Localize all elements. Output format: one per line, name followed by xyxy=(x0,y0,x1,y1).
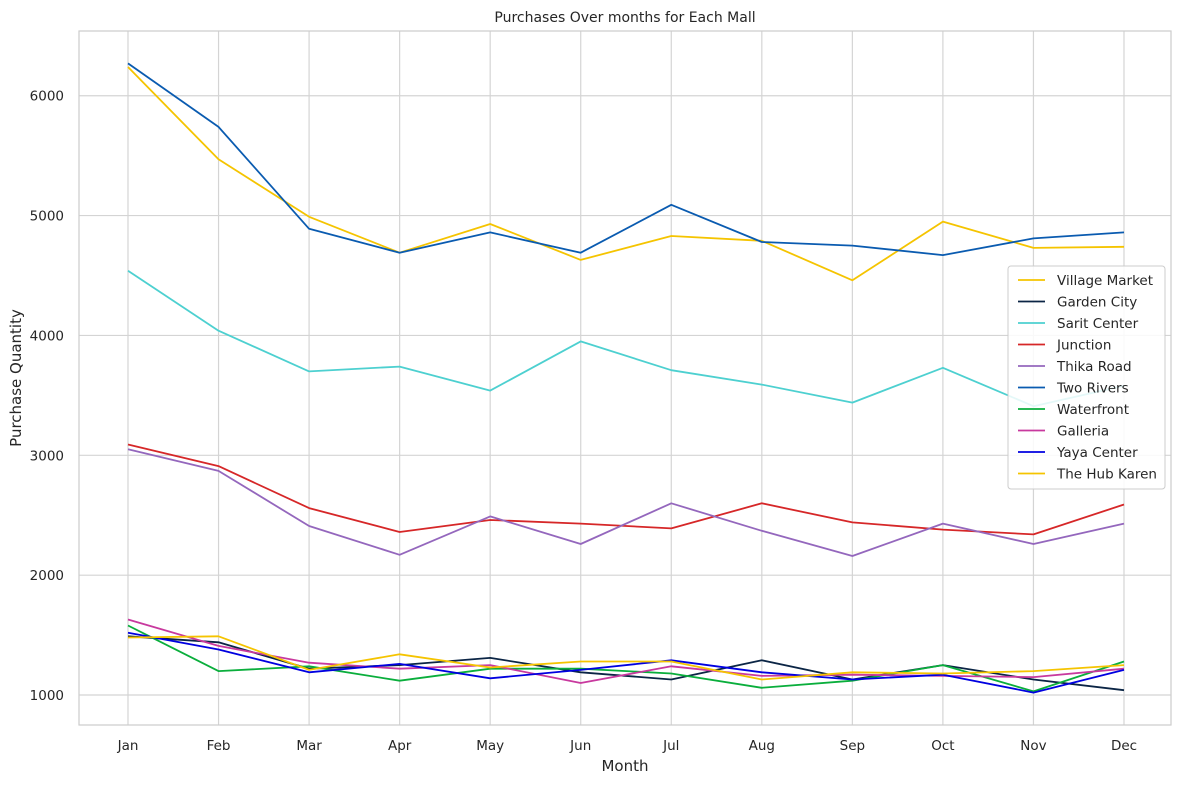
legend-box xyxy=(1007,265,1166,490)
legend: Village Market Garden City Sarit Center Jun… xyxy=(1007,265,1166,490)
x-axis-label: Month xyxy=(601,757,648,775)
chart-title: Purchases Over months for Each Mall xyxy=(494,10,755,26)
legend-label: Garden City xyxy=(1057,295,1137,311)
legend-item-two-rivers: Two Rivers xyxy=(1018,381,1129,397)
legend-item-junction: Junction xyxy=(1018,338,1111,354)
x-tick-label: Sep xyxy=(840,738,865,754)
series-layer xyxy=(127,62,1125,694)
legend-label: Junction xyxy=(1056,338,1111,354)
series-line-the-hub-karen xyxy=(127,635,1125,681)
x-tick-label: Jun xyxy=(569,738,591,754)
legend-label: Village Market xyxy=(1057,273,1153,289)
x-tick-label: Dec xyxy=(1111,738,1137,754)
legend-label: Galleria xyxy=(1057,424,1109,440)
y-tick-label: 4000 xyxy=(30,328,64,344)
plot-frame xyxy=(78,30,1172,726)
y-tick-label: 2000 xyxy=(30,568,64,584)
legend-item-garden-city: Garden City xyxy=(1018,295,1137,311)
legend-label: Two Rivers xyxy=(1056,381,1129,397)
legend-items: Village Market Garden City Sarit Center Jun… xyxy=(1018,273,1157,483)
x-tick-label: Jan xyxy=(117,738,139,754)
series-line-junction xyxy=(127,443,1125,536)
y-tick-label: 6000 xyxy=(30,89,64,105)
y-tick-label: 5000 xyxy=(30,209,64,225)
legend-label: Thika Road xyxy=(1056,359,1132,375)
legend-label: Yaya Center xyxy=(1056,445,1138,461)
series-line-garden-city xyxy=(127,635,1125,692)
x-tick-label: Jul xyxy=(662,738,679,754)
x-tick-label: Aug xyxy=(749,738,775,754)
legend-item-sarit-center: Sarit Center xyxy=(1018,316,1139,332)
series-line-galleria xyxy=(127,618,1125,684)
y-tick-label: 3000 xyxy=(30,448,64,464)
series-line-village-market xyxy=(127,66,1125,282)
y-axis-ticks: 1000 2000 3000 4000 5000 6000 xyxy=(30,89,64,704)
series-line-thika-road xyxy=(127,448,1125,557)
legend-item-waterfront: Waterfront xyxy=(1018,402,1129,418)
legend-label: The Hub Karen xyxy=(1056,467,1157,483)
series-line-sarit-center xyxy=(127,269,1125,408)
legend-item-galleria: Galleria xyxy=(1018,424,1109,440)
y-tick-label: 1000 xyxy=(30,688,64,704)
x-tick-label: Nov xyxy=(1020,738,1046,754)
legend-label: Waterfront xyxy=(1057,402,1129,418)
series-line-two-rivers xyxy=(127,62,1125,257)
legend-item-thika-road: Thika Road xyxy=(1018,359,1132,375)
series-line-yaya-center xyxy=(127,631,1125,694)
legend-item-village-market: Village Market xyxy=(1018,273,1153,289)
x-tick-label: Oct xyxy=(931,738,954,754)
legend-item-yaya-center: Yaya Center xyxy=(1018,445,1138,461)
grid-layer xyxy=(79,31,1171,725)
series-line-waterfront xyxy=(127,624,1125,693)
x-axis-ticks: Jan Feb Mar Apr May Jun Jul Aug Sep Oct Nov Dec xyxy=(117,738,1137,754)
x-tick-label: Feb xyxy=(207,738,231,754)
legend-label: Sarit Center xyxy=(1057,316,1139,332)
x-tick-label: Mar xyxy=(296,738,322,754)
x-tick-label: Apr xyxy=(388,738,412,754)
y-axis-label: Purchase Quantity xyxy=(7,309,25,447)
legend-item-the-hub-karen: The Hub Karen xyxy=(1018,467,1157,483)
x-tick-label: May xyxy=(476,738,504,754)
